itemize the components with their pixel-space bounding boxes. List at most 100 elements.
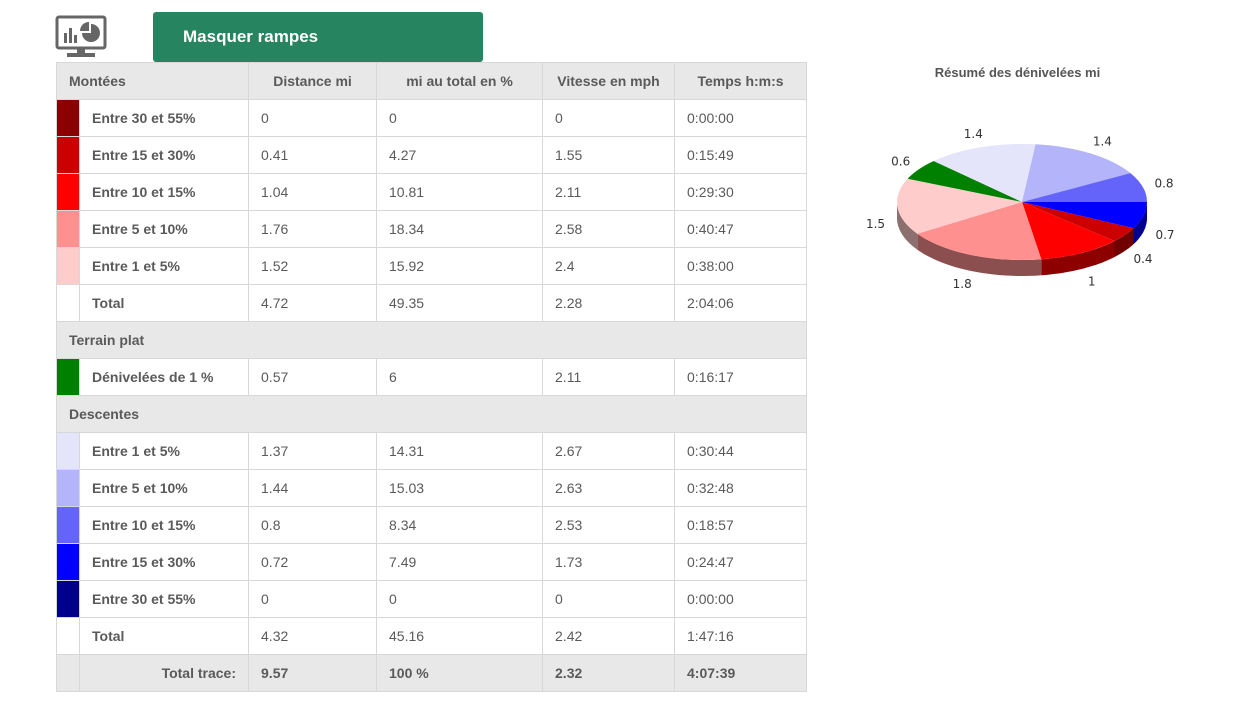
- table-header-row: Montées Distance mi mi au total en % Vit…: [55, 62, 808, 100]
- distance-cell: 0.8: [248, 506, 378, 544]
- distance-cell: 1.44: [248, 469, 378, 507]
- percent-cell: 6: [376, 358, 544, 396]
- row-label: Entre 1 et 5%: [78, 247, 250, 285]
- time-cell: 2:04:06: [674, 284, 808, 322]
- color-swatch: [56, 469, 80, 507]
- percent-cell: 100 %: [376, 654, 544, 692]
- row-label: Entre 15 et 30%: [78, 543, 250, 581]
- pie-slice: [1022, 173, 1147, 202]
- distance-cell: 0: [248, 580, 378, 618]
- color-swatch: [56, 99, 80, 137]
- distance-cell: 4.72: [248, 284, 378, 322]
- pie-slice-label: 1.4: [964, 127, 983, 141]
- speed-cell: 2.67: [542, 432, 676, 470]
- pie-slice: [1022, 202, 1134, 241]
- pie-slice-label: 0.6: [891, 154, 910, 168]
- row-label: Entre 10 et 15%: [78, 173, 250, 211]
- speed-cell: 1.73: [542, 543, 676, 581]
- pie-slice: [917, 202, 1042, 260]
- speed-cell: 0: [542, 580, 676, 618]
- time-cell: 4:07:39: [674, 654, 808, 692]
- pie-slice-label: 0.8: [1154, 176, 1173, 190]
- pie-slice-label: 1: [1088, 274, 1096, 288]
- color-swatch: [56, 284, 80, 322]
- time-cell: 0:24:47: [674, 543, 808, 581]
- percent-cell: 45.16: [376, 617, 544, 655]
- row-label: Entre 30 et 55%: [78, 99, 250, 137]
- row-label: Total: [78, 284, 250, 322]
- time-cell: 0:32:48: [674, 469, 808, 507]
- row-label: Entre 5 et 10%: [78, 210, 250, 248]
- hide-ramps-button[interactable]: Masquer rampes: [153, 12, 483, 62]
- percent-cell: 18.34: [376, 210, 544, 248]
- table-row: Entre 10 et 15% 1.04 10.81 2.11 0:29:30: [56, 173, 808, 211]
- pie-slice: [1022, 144, 1131, 202]
- color-swatch: [56, 247, 80, 285]
- color-swatch: [56, 173, 80, 211]
- time-cell: 0:15:49: [674, 136, 808, 174]
- time-cell: 0:18:57: [674, 506, 808, 544]
- section-descentes: Descentes: [55, 395, 808, 433]
- color-swatch: [56, 506, 80, 544]
- chart-title: Résumé des dénivelées mi: [934, 65, 1101, 80]
- distance-cell: 9.57: [248, 654, 378, 692]
- speed-cell: 2.58: [542, 210, 676, 248]
- percent-cell: 7.49: [376, 543, 544, 581]
- color-swatch: [56, 580, 80, 618]
- percent-cell: 49.35: [376, 284, 544, 322]
- pie-slice-side: [1114, 228, 1134, 257]
- color-swatch: [56, 432, 80, 470]
- pie-slice-label: 1.4: [1093, 135, 1112, 149]
- row-label: Entre 5 et 10%: [78, 469, 250, 507]
- speed-cell: 2.28: [542, 284, 676, 322]
- speed-cell: 2.42: [542, 617, 676, 655]
- grade-summary-table: Montées Distance mi mi au total en % Vit…: [55, 62, 808, 692]
- pie-slice: [1022, 202, 1115, 260]
- pie-slice: [1022, 202, 1148, 229]
- pie-slice-side: [1041, 241, 1115, 276]
- table-row: Entre 1 et 5% 1.52 15.92 2.4 0:38:00: [56, 247, 808, 285]
- table-row: Entre 30 et 55% 0 0 0 0:00:00: [56, 99, 808, 137]
- header-montees: Montées: [55, 62, 250, 100]
- time-cell: 0:38:00: [674, 247, 808, 285]
- speed-cell: 2.63: [542, 469, 676, 507]
- speed-cell: 2.32: [542, 654, 676, 692]
- distance-cell: 1.76: [248, 210, 378, 248]
- time-cell: 0:40:47: [674, 210, 808, 248]
- section-terrain-plat-label: Terrain plat: [55, 321, 808, 359]
- pie-slice: [907, 161, 1022, 202]
- percent-cell: 14.31: [376, 432, 544, 470]
- distance-cell: 1.04: [248, 173, 378, 211]
- table-row: Entre 15 et 30% 0.72 7.49 1.73 0:24:47: [56, 543, 808, 581]
- table-row: Entre 1 et 5% 1.37 14.31 2.67 0:30:44: [56, 432, 808, 470]
- color-swatch: [56, 654, 80, 692]
- row-label: Entre 30 et 55%: [78, 580, 250, 618]
- row-label: Entre 15 et 30%: [78, 136, 250, 174]
- pie-slice: [933, 143, 1036, 202]
- table-row: Entre 5 et 10% 1.44 15.03 2.63 0:32:48: [56, 469, 808, 507]
- distance-cell: 4.32: [248, 617, 378, 655]
- header-time: Temps h:m:s: [674, 62, 808, 100]
- header-speed: Vitesse en mph: [542, 62, 676, 100]
- pie-slice: [897, 178, 1022, 234]
- distance-cell: 0.72: [248, 543, 378, 581]
- distance-cell: 1.37: [248, 432, 378, 470]
- distance-cell: 1.52: [248, 247, 378, 285]
- percent-cell: 4.27: [376, 136, 544, 174]
- distance-cell: 0.41: [248, 136, 378, 174]
- row-label: Total trace:: [78, 654, 250, 692]
- time-cell: 1:47:16: [674, 617, 808, 655]
- pie-svg: 0.70.4 1 1.8 1.5 0.6 1.4 1.4 0.8: [866, 127, 1175, 291]
- time-cell: 0:00:00: [674, 580, 808, 618]
- speed-cell: 2.4: [542, 247, 676, 285]
- row-label: Dénivelées de 1 %: [78, 358, 250, 396]
- row-label: Entre 1 et 5%: [78, 432, 250, 470]
- pie-slice-side: [1133, 202, 1147, 245]
- speed-cell: 1.55: [542, 136, 676, 174]
- time-cell: 0:29:30: [674, 173, 808, 211]
- color-swatch: [56, 617, 80, 655]
- distance-cell: 0: [248, 99, 378, 137]
- section-terrain-plat: Terrain plat: [55, 321, 808, 359]
- pie-slice-label: 0.4: [1133, 252, 1152, 266]
- speed-cell: 0: [542, 99, 676, 137]
